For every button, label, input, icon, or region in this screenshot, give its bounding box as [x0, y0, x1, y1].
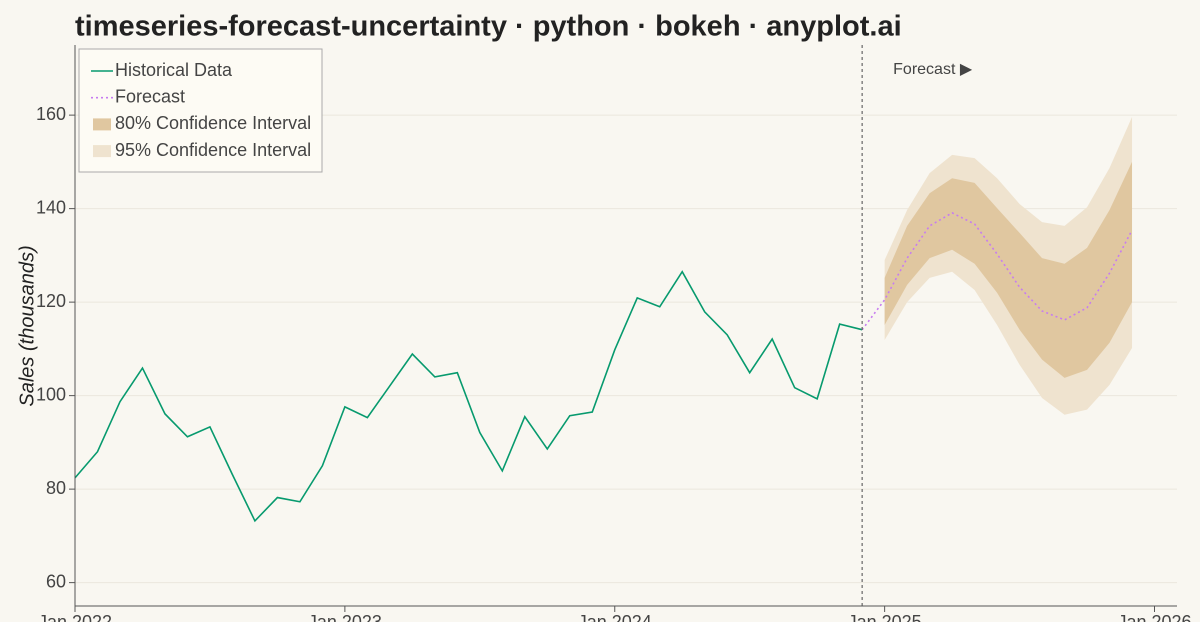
x-tick-label: Jan 2025 [848, 612, 922, 622]
series-line [74, 270, 863, 523]
y-tick-label: 60 [46, 571, 66, 591]
x-tick-label: Jan 2022 [38, 612, 112, 622]
legend-label: 95% Confidence Interval [115, 140, 311, 160]
legend-label: Historical Data [115, 60, 233, 80]
y-tick-label: 160 [36, 104, 66, 124]
y-tick-label: 100 [36, 384, 66, 404]
y-tick-label: 120 [36, 291, 66, 311]
legend-swatch [93, 118, 111, 131]
x-tick-label: Jan 2026 [1117, 612, 1191, 622]
y-tick-label: 80 [46, 478, 66, 498]
y-axis-label: Sales (thousands) [16, 245, 38, 406]
legend-swatch [93, 145, 111, 158]
series-line [861, 211, 1133, 331]
chart-title: timeseries-forecast-uncertainty · python… [75, 11, 902, 43]
legend-label: 80% Confidence Interval [115, 113, 311, 133]
legend-box [78, 48, 323, 173]
x-tick-label: Jan 2023 [308, 612, 382, 622]
legend-label: Forecast [115, 86, 185, 106]
annotation: Forecast ▶ [893, 61, 973, 78]
x-tick-label: Jan 2024 [578, 612, 652, 622]
y-tick-label: 140 [36, 197, 66, 217]
confidence-band [884, 161, 1133, 378]
